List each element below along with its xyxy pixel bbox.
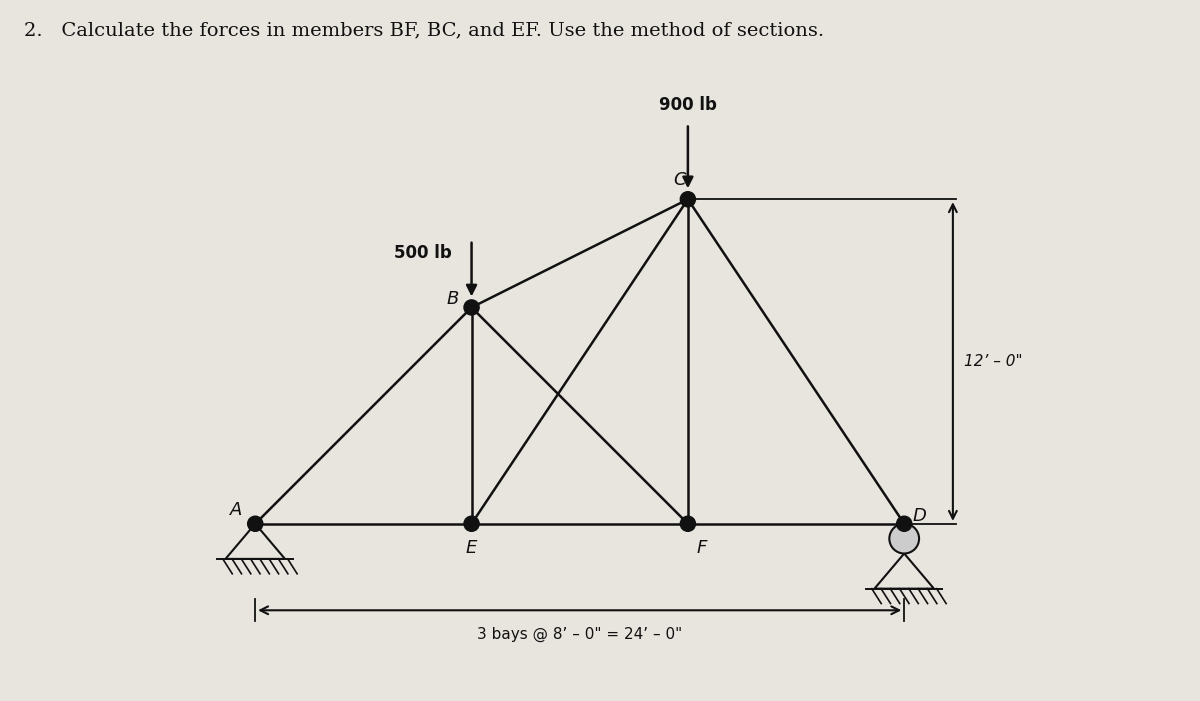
- Text: 2.   Calculate the forces in members BF, BC, and EF. Use the method of sections.: 2. Calculate the forces in members BF, B…: [24, 21, 824, 39]
- Circle shape: [680, 516, 696, 531]
- Circle shape: [464, 516, 479, 531]
- Text: A: A: [230, 501, 242, 519]
- Text: 500 lb: 500 lb: [394, 245, 451, 262]
- Circle shape: [680, 191, 696, 207]
- Text: 3 bays @ 8’ – 0" = 24’ – 0": 3 bays @ 8’ – 0" = 24’ – 0": [478, 627, 683, 641]
- Polygon shape: [875, 554, 934, 589]
- Text: 900 lb: 900 lb: [659, 96, 716, 114]
- Text: 12’ – 0": 12’ – 0": [964, 354, 1022, 369]
- Text: B: B: [446, 290, 458, 308]
- Circle shape: [896, 516, 912, 531]
- Circle shape: [889, 524, 919, 554]
- Text: D: D: [912, 507, 926, 524]
- Text: F: F: [696, 539, 707, 557]
- Polygon shape: [226, 524, 284, 559]
- Circle shape: [247, 516, 263, 531]
- Circle shape: [464, 300, 479, 315]
- Text: E: E: [466, 539, 478, 557]
- Text: C: C: [673, 171, 686, 189]
